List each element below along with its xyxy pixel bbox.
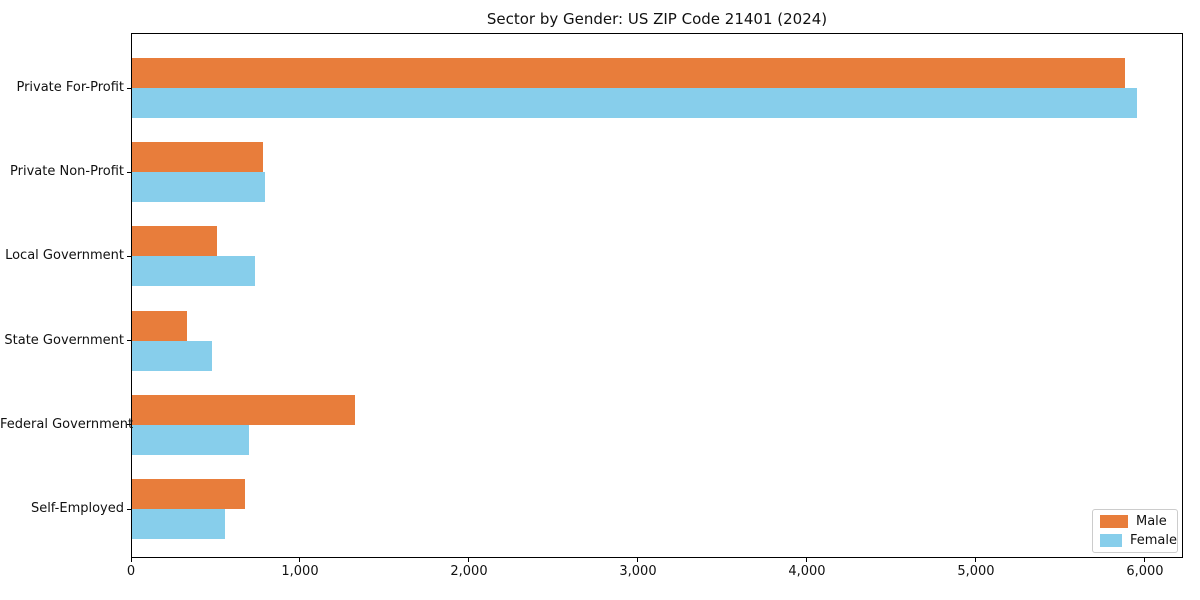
male-legend-label: Male (1136, 514, 1167, 529)
y-tick-label-local-government: Local Government (5, 248, 124, 264)
legend: Male Female (1092, 509, 1178, 553)
y-tick-mark (127, 424, 131, 426)
x-tick-label-6-000: 6,000 (1126, 564, 1164, 579)
y-tick-mark (127, 171, 131, 173)
y-tick-label-state-government: State Government (4, 332, 124, 348)
y-tick-label-private-for-profit: Private For-Profit (16, 80, 124, 95)
y-tick-label-self-employed: Self-Employed (30, 501, 124, 516)
bar-male-private-non-profit (132, 142, 263, 173)
x-tick-mark (637, 558, 639, 562)
bar-female-private-non-profit (132, 172, 265, 203)
x-tick-mark (806, 558, 808, 562)
x-tick-mark (299, 558, 301, 562)
x-tick-mark (468, 558, 470, 562)
x-tick-label-0: 0 (126, 564, 136, 579)
x-tick-mark (1144, 558, 1146, 562)
x-tick-mark (975, 558, 977, 562)
female-legend-label: Female (1129, 533, 1177, 548)
bar-male-local-government (132, 226, 218, 257)
y-tick-label-federal-government: Federal Government (0, 416, 134, 432)
x-tick-label-1-000: 1,000 (281, 564, 319, 579)
bar-male-state-government (132, 310, 187, 341)
bar-male-federal-government (132, 394, 356, 425)
bar-female-self-employed (132, 509, 225, 539)
y-tick-mark (127, 255, 131, 257)
plot-area (131, 33, 1183, 558)
x-tick-label-5-000: 5,000 (957, 564, 995, 579)
bar-male-self-employed (132, 479, 246, 509)
y-tick-label-private-non-profit: Private Non-Profit (10, 164, 124, 180)
legend-item-male: Male (1100, 514, 1177, 529)
chart-title: Sector by Gender: US ZIP Code 21401 (202… (486, 10, 828, 28)
male-legend-swatch (1100, 515, 1128, 528)
x-tick-label-4-000: 4,000 (788, 564, 826, 579)
bar-female-federal-government (132, 424, 249, 455)
y-tick-mark (127, 340, 131, 342)
legend-item-female: Female (1100, 533, 1177, 548)
bar-female-private-for-profit (132, 88, 1137, 118)
x-tick-label-2-000: 2,000 (450, 564, 488, 579)
y-tick-mark (127, 508, 131, 510)
bar-female-local-government (132, 256, 256, 287)
bar-female-state-government (132, 340, 213, 371)
female-legend-swatch (1100, 534, 1122, 547)
bar-male-private-for-profit (132, 58, 1125, 88)
y-tick-mark (127, 87, 131, 89)
x-tick-mark (130, 558, 132, 562)
x-tick-label-3-000: 3,000 (619, 564, 657, 579)
